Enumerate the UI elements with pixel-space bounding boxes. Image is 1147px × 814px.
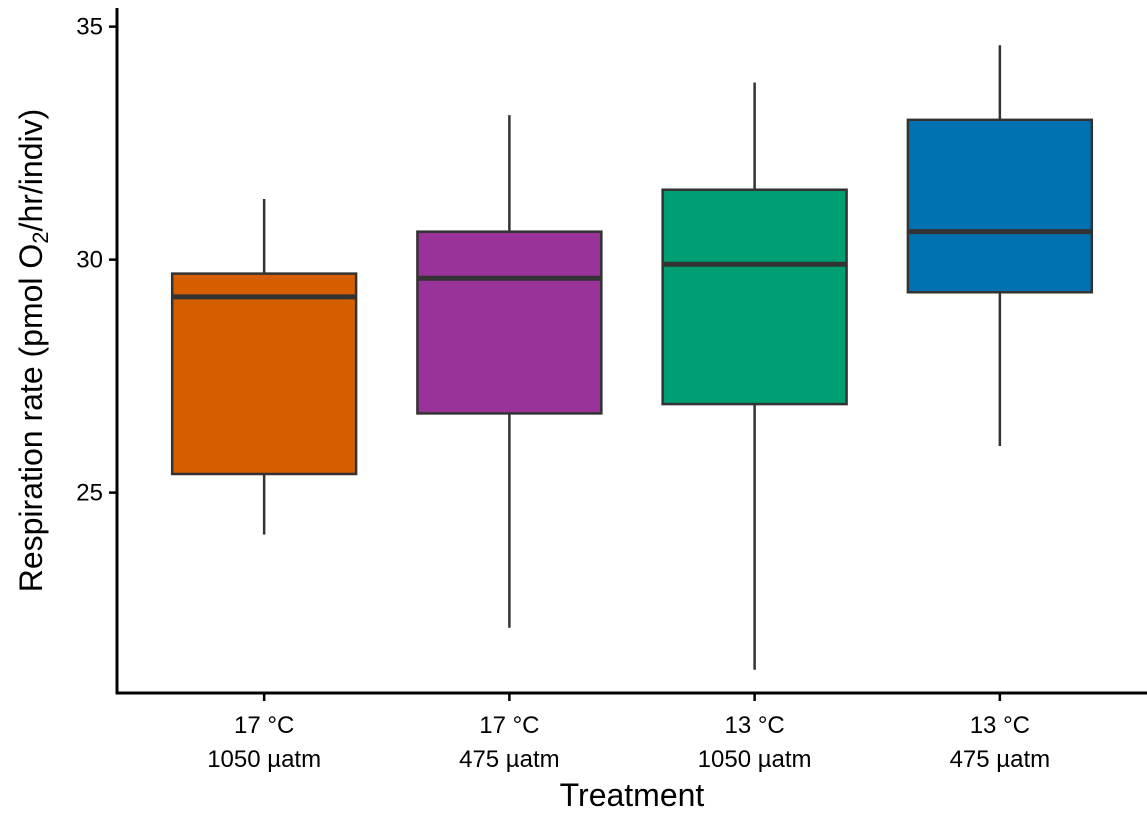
box: [170, 272, 358, 476]
y-tick-label: 25: [76, 480, 103, 507]
box: [661, 188, 848, 406]
plot-marks: [170, 45, 1094, 670]
y-axis-title: Respiration rate (pmol O2/hr/indiv): [13, 109, 53, 593]
x-tick-label-line2: 475 µatm: [950, 746, 1051, 773]
box: [906, 118, 1094, 294]
axes: 25 30 35 17 °C 1050 µatm 17 °C 475 µatm 13 °C 10…: [76, 8, 1147, 773]
x-tick-label-line1: 17 °C: [234, 712, 294, 739]
box: [416, 230, 603, 415]
box-group: [170, 199, 358, 535]
x-tick-label-line1: 17 °C: [479, 712, 539, 739]
y-tick-label: 35: [76, 14, 103, 41]
box-group: [906, 45, 1094, 447]
x-axis-title: Treatment: [560, 777, 705, 813]
x-tick-label-line2: 475 µatm: [459, 746, 560, 773]
y-tick-label: 30: [76, 247, 103, 274]
x-tick-label-line2: 1050 µatm: [698, 746, 812, 773]
x-tick-label-line1: 13 °C: [970, 712, 1030, 739]
x-tick-label-line1: 13 °C: [724, 712, 784, 739]
x-tick-label-line2: 1050 µatm: [207, 746, 321, 773]
box-group: [661, 82, 848, 670]
box-group: [416, 115, 603, 628]
